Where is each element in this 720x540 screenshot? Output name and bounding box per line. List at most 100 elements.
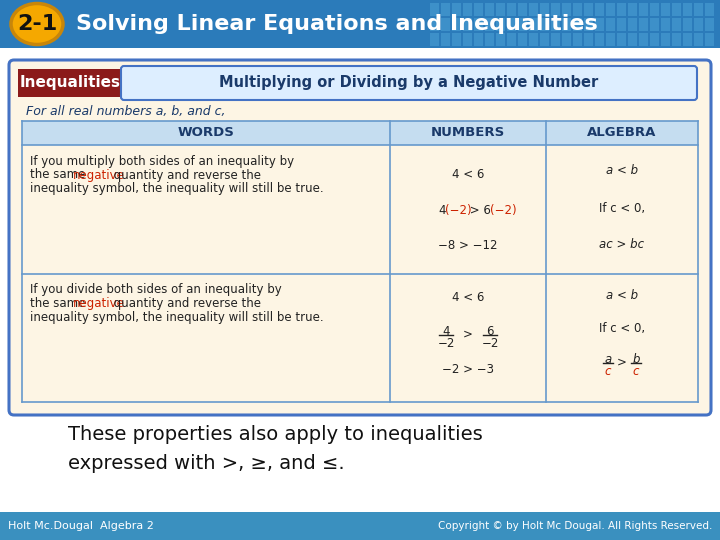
- Bar: [529, 33, 538, 46]
- Bar: [672, 3, 681, 16]
- Bar: [650, 3, 659, 16]
- Bar: [606, 18, 615, 31]
- Bar: [573, 33, 582, 46]
- Text: ac > bc: ac > bc: [599, 238, 644, 251]
- Bar: [430, 33, 439, 46]
- Bar: [496, 3, 505, 16]
- Bar: [485, 33, 494, 46]
- Text: inequality symbol, the inequality will still be true.: inequality symbol, the inequality will s…: [30, 182, 323, 195]
- Bar: [551, 33, 560, 46]
- Bar: [628, 18, 637, 31]
- Bar: [0, 512, 720, 540]
- Bar: [705, 3, 714, 16]
- Text: >: >: [617, 356, 627, 369]
- Text: Copyright © by Holt Mc Dougal. All Rights Reserved.: Copyright © by Holt Mc Dougal. All Right…: [438, 521, 712, 531]
- Bar: [683, 18, 692, 31]
- Text: 4 < 6: 4 < 6: [452, 168, 485, 181]
- Bar: [628, 3, 637, 16]
- Bar: [496, 33, 505, 46]
- Bar: [463, 33, 472, 46]
- Text: If c < 0,: If c < 0,: [599, 322, 645, 335]
- Ellipse shape: [11, 3, 63, 44]
- Text: quantity and reverse the: quantity and reverse the: [110, 168, 261, 181]
- Text: −2: −2: [438, 337, 455, 350]
- Bar: [606, 3, 615, 16]
- Bar: [452, 18, 461, 31]
- Text: If c < 0,: If c < 0,: [599, 201, 645, 214]
- Bar: [485, 18, 494, 31]
- Text: (−2): (−2): [490, 204, 517, 217]
- Bar: [573, 3, 582, 16]
- Bar: [507, 18, 516, 31]
- Text: negative: negative: [73, 297, 125, 310]
- Text: Inequalities: Inequalities: [19, 76, 120, 91]
- Text: These properties also apply to inequalities
expressed with >, ≥, and ≤.: These properties also apply to inequalit…: [68, 425, 482, 472]
- Bar: [430, 18, 439, 31]
- Text: b: b: [632, 353, 639, 366]
- Bar: [694, 33, 703, 46]
- Bar: [573, 18, 582, 31]
- Bar: [452, 33, 461, 46]
- Text: Holt Mc.Dougal  Algebra 2: Holt Mc.Dougal Algebra 2: [8, 521, 154, 531]
- Text: the same: the same: [30, 297, 89, 310]
- Bar: [595, 3, 604, 16]
- Bar: [551, 18, 560, 31]
- Bar: [551, 3, 560, 16]
- Text: ALGEBRA: ALGEBRA: [588, 126, 657, 139]
- Text: For all real numbers a, b, and c,: For all real numbers a, b, and c,: [26, 105, 225, 118]
- Bar: [672, 18, 681, 31]
- Text: c: c: [633, 365, 639, 378]
- Text: (−2): (−2): [445, 204, 472, 217]
- Bar: [683, 33, 692, 46]
- Bar: [694, 18, 703, 31]
- Bar: [507, 3, 516, 16]
- Bar: [617, 33, 626, 46]
- Bar: [595, 18, 604, 31]
- Bar: [650, 33, 659, 46]
- Bar: [562, 3, 571, 16]
- Text: If you multiply both sides of an inequality by: If you multiply both sides of an inequal…: [30, 155, 294, 168]
- Bar: [441, 18, 450, 31]
- Text: NUMBERS: NUMBERS: [431, 126, 505, 139]
- Bar: [584, 3, 593, 16]
- Text: inequality symbol, the inequality will still be true.: inequality symbol, the inequality will s…: [30, 310, 323, 323]
- Bar: [617, 18, 626, 31]
- Bar: [463, 3, 472, 16]
- Bar: [474, 18, 483, 31]
- Bar: [529, 18, 538, 31]
- Bar: [639, 33, 648, 46]
- Bar: [562, 33, 571, 46]
- Text: −8 > −12: −8 > −12: [438, 239, 498, 252]
- Text: −2 > −3: −2 > −3: [442, 363, 494, 376]
- Text: the same: the same: [30, 168, 89, 181]
- Bar: [518, 3, 527, 16]
- Bar: [0, 0, 720, 48]
- Text: If you divide both sides of an inequality by: If you divide both sides of an inequalit…: [30, 284, 282, 296]
- Text: −2: −2: [482, 337, 499, 350]
- Bar: [617, 3, 626, 16]
- Bar: [474, 33, 483, 46]
- Bar: [441, 33, 450, 46]
- Bar: [540, 33, 549, 46]
- Bar: [540, 18, 549, 31]
- Bar: [452, 3, 461, 16]
- Text: negative: negative: [73, 168, 125, 181]
- Text: >: >: [463, 327, 473, 340]
- Bar: [22, 121, 698, 145]
- Text: c: c: [605, 365, 611, 378]
- Text: a < b: a < b: [606, 289, 638, 302]
- Text: 4: 4: [438, 204, 446, 217]
- Bar: [628, 33, 637, 46]
- Bar: [639, 3, 648, 16]
- Bar: [694, 3, 703, 16]
- Bar: [507, 33, 516, 46]
- Bar: [540, 3, 549, 16]
- Bar: [650, 18, 659, 31]
- Bar: [496, 18, 505, 31]
- Bar: [672, 33, 681, 46]
- Text: WORDS: WORDS: [178, 126, 235, 139]
- Text: 4: 4: [442, 325, 450, 338]
- Bar: [463, 18, 472, 31]
- FancyBboxPatch shape: [9, 60, 711, 415]
- Text: Multiplying or Dividing by a Negative Number: Multiplying or Dividing by a Negative Nu…: [220, 76, 598, 91]
